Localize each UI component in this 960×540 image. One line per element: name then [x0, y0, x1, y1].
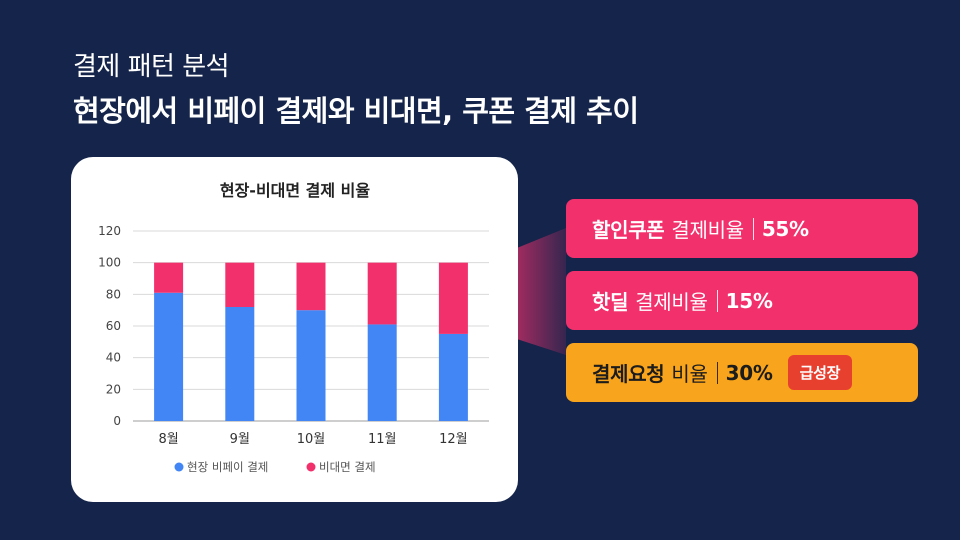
y-tick-label: 0 — [113, 414, 121, 428]
bar-segment — [225, 307, 255, 421]
x-tick-label: 10월 — [297, 432, 326, 447]
chart-title: 현장-비대면 결제 비율 — [220, 181, 371, 200]
callout-request-title: 결제요청 — [592, 362, 665, 386]
callout-payment-request: 결제요청 비율 30% 급성장 — [566, 343, 918, 402]
y-tick-label: 40 — [106, 351, 121, 365]
callout-divider — [716, 289, 718, 312]
growth-badge: 급성장 — [787, 355, 853, 390]
y-tick-label: 60 — [106, 319, 121, 333]
callout-coupon-percent: 55% — [761, 216, 809, 241]
callout-request-label: 비율 — [671, 362, 708, 386]
bar-segment — [154, 262, 184, 293]
bar-segment — [367, 324, 397, 421]
y-tick-label: 80 — [106, 287, 121, 301]
chart-card: 현장-비대면 결제 비율 0 20 40 60 80 100 120 8월 9월 10월 11월 12… — [71, 157, 518, 502]
callout-coupon-title: 할인쿠폰 — [592, 218, 665, 242]
y-tick-label: 20 — [106, 382, 121, 396]
bar-segment — [438, 262, 468, 334]
callout-hotdeal-title: 핫딜 — [592, 290, 629, 314]
callout-request-percent: 30% — [725, 360, 773, 385]
x-tick-label: 12월 — [439, 432, 468, 447]
bar-segment — [296, 310, 326, 421]
callout-divider — [752, 217, 754, 240]
callout-coupon: 할인쿠폰 결제비율 55% — [566, 199, 918, 258]
callout-hotdeal-label: 결제비율 — [635, 290, 708, 314]
y-tick-label: 120 — [98, 224, 121, 238]
legend-label: 현장 비페이 결제 — [187, 460, 268, 474]
bar-segment — [438, 333, 468, 421]
callout-hotdeal-percent: 15% — [725, 288, 773, 313]
legend-marker — [306, 462, 316, 472]
stacked-bar-chart: 현장-비대면 결제 비율 0 20 40 60 80 100 120 8월 9월 10월 11월 12… — [98, 181, 489, 474]
bar-segment — [296, 262, 326, 311]
bar-segment — [367, 262, 397, 325]
legend-marker — [174, 462, 184, 472]
bar-segment — [225, 262, 255, 307]
x-tick-label: 8월 — [158, 432, 178, 447]
callout-coupon-label: 결제비율 — [671, 218, 744, 242]
bar-segment — [154, 292, 184, 421]
callout-divider — [716, 361, 718, 384]
legend-label: 비대면 결제 — [319, 460, 376, 474]
slide-title: 현장에서 비페이 결제와 비대면, 쿠폰 결제 추이 — [73, 94, 639, 128]
callout-hotdeal: 핫딜 결제비율 15% — [566, 271, 918, 330]
x-tick-label: 11월 — [368, 432, 397, 447]
slide-subtitle: 결제 패턴 분석 — [73, 52, 230, 82]
x-tick-label: 9월 — [230, 432, 250, 447]
y-tick-label: 100 — [98, 256, 121, 270]
